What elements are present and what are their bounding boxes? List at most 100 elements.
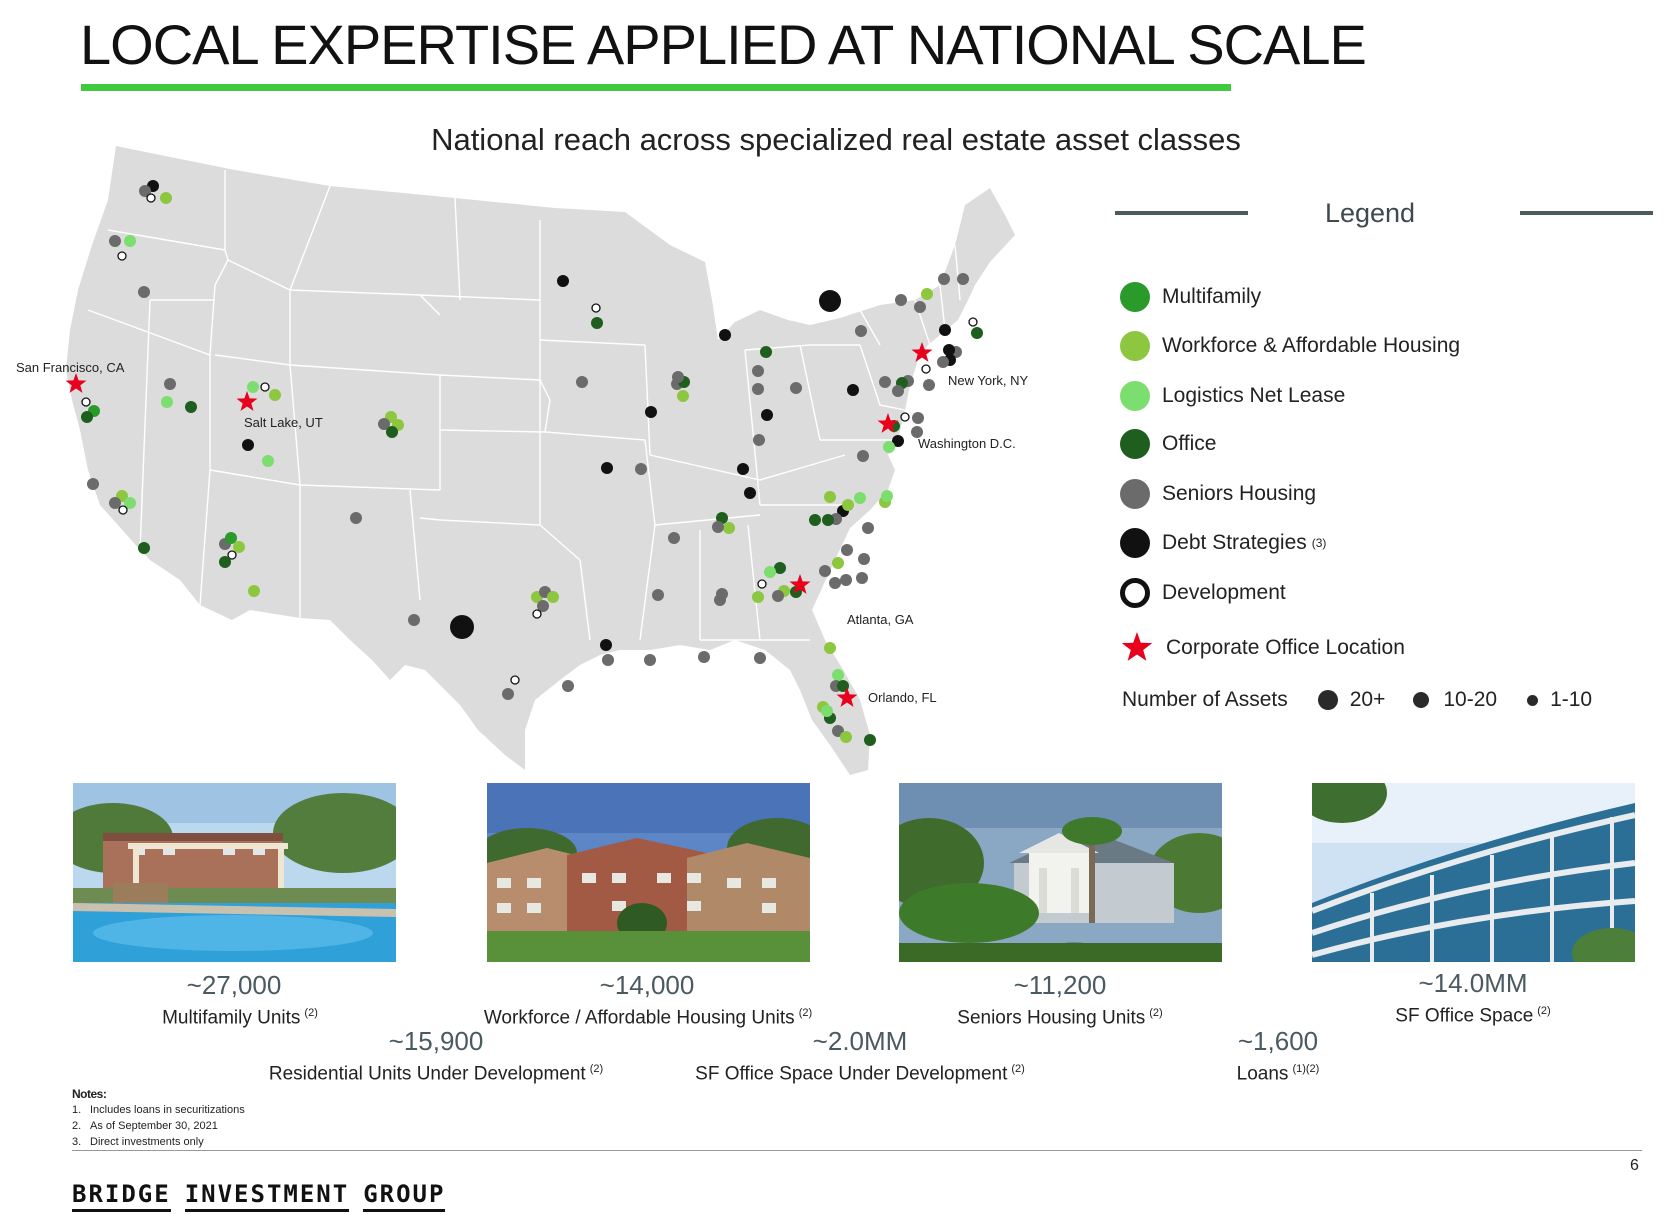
seniors-marker	[644, 654, 656, 666]
stat-workforce-label: Workforce / Affordable Housing Units (2)	[483, 1007, 813, 1029]
number-of-assets-label: Number of Assets	[1122, 688, 1288, 711]
seniors-marker	[562, 680, 574, 692]
note-1: 1. Includes loans in securitizations	[72, 1104, 245, 1116]
office-marker	[864, 734, 876, 746]
debt-marker	[450, 615, 474, 639]
ring-icon	[1120, 578, 1150, 608]
number-of-assets-legend: Number of Assets 20+ 10-20 1-10	[1122, 688, 1592, 712]
stat-multifamily-label: Multifamily Units (2)	[162, 1007, 318, 1029]
corporate-office-star-icon	[911, 342, 933, 362]
stat-seniors-label: Seniors Housing Units (2)	[957, 1007, 1163, 1029]
development-marker	[146, 193, 156, 203]
office-marker	[591, 317, 603, 329]
debt-marker	[847, 384, 859, 396]
development-marker	[118, 505, 128, 515]
seniors-marker	[840, 574, 852, 586]
legend-item: Logistics Net Lease	[1120, 380, 1345, 412]
seniors-marker	[87, 478, 99, 490]
seniors-marker	[819, 565, 831, 577]
seniors-clubhouse-photo	[899, 783, 1222, 962]
seniors-marker	[139, 185, 151, 197]
debt-marker	[939, 324, 951, 336]
city-label-ny: New York, NY	[948, 373, 1029, 388]
legend-rule-right	[1520, 211, 1653, 215]
office-marker	[386, 426, 398, 438]
medium-dot-icon	[1413, 692, 1430, 708]
circle-icon	[1120, 282, 1150, 312]
development-marker	[510, 675, 520, 685]
corporate-office-star-icon	[836, 687, 858, 707]
stat-loans-label: Loans (1)(2)	[1236, 1063, 1320, 1085]
development-marker	[532, 609, 542, 619]
workforce-marker	[921, 288, 933, 300]
office-marker	[81, 411, 93, 423]
city-label-sf: San Francisco, CA	[16, 360, 125, 375]
development-marker	[117, 251, 127, 261]
seniors-marker	[914, 301, 926, 313]
seniors-marker	[668, 532, 680, 544]
workforce-marker	[677, 390, 689, 402]
page-title: LOCAL EXPERTISE APPLIED AT NATIONAL SCAL…	[80, 13, 1367, 76]
legend-item: Seniors Housing	[1120, 478, 1316, 510]
seniors-marker	[652, 589, 664, 601]
seniors-marker	[537, 600, 549, 612]
office-marker	[837, 680, 849, 692]
seniors-marker	[712, 521, 724, 533]
workforce-marker	[547, 591, 559, 603]
logistics-marker	[883, 441, 895, 453]
stat-office-dev-label: SF Office Space Under Development (2)	[695, 1063, 1025, 1085]
company-logo: BRIDGE INVESTMENT GROUP	[72, 1180, 459, 1212]
logistics-marker	[262, 455, 274, 467]
legend-item: Corporate Office Location	[1120, 632, 1405, 664]
note-2: 2. As of September 30, 2021	[72, 1120, 218, 1132]
note-3: 3. Direct investments only	[72, 1136, 204, 1148]
seniors-marker	[698, 651, 710, 663]
debt-marker	[761, 409, 773, 421]
legend-item: Workforce & Affordable Housing	[1120, 330, 1460, 362]
seniors-marker	[752, 383, 764, 395]
debt-marker	[892, 435, 904, 447]
legend-item: Debt Strategies (3)	[1120, 527, 1326, 559]
us-assets-map: San Francisco, CA Salt Lake, UT New York, …	[16, 146, 1029, 775]
legend-rule-left	[1115, 211, 1248, 215]
legend-label: Multifamily	[1162, 285, 1262, 308]
logistics-marker	[854, 492, 866, 504]
office-marker	[774, 562, 786, 574]
seniors-marker	[856, 572, 868, 584]
legend-label: Debt Strategies	[1162, 531, 1307, 554]
legend-title: Legend	[1324, 198, 1416, 228]
workforce-marker	[832, 557, 844, 569]
size-label-medium: 10-20	[1443, 688, 1498, 711]
workforce-marker	[248, 585, 260, 597]
stat-workforce-value: ~14,000	[599, 970, 695, 1000]
logistics-marker	[881, 490, 893, 502]
star-icon	[1121, 632, 1153, 661]
office-marker	[219, 556, 231, 568]
seniors-marker	[892, 385, 904, 397]
stat-residential-dev-label: Residential Units Under Development (2)	[268, 1063, 604, 1085]
seniors-marker	[635, 463, 647, 475]
office-marker	[138, 542, 150, 554]
office-marker	[185, 401, 197, 413]
seniors-marker	[576, 376, 588, 388]
debt-marker	[557, 275, 569, 287]
circle-icon	[1120, 528, 1150, 558]
seniors-marker	[138, 286, 150, 298]
development-marker	[591, 303, 601, 313]
logistics-marker	[247, 381, 259, 393]
apartment-photo	[487, 783, 810, 962]
logo-word-3: GROUP	[363, 1180, 446, 1212]
seniors-marker	[858, 553, 870, 565]
logistics-marker	[832, 669, 844, 681]
debt-marker	[601, 462, 613, 474]
legend-item: Development	[1120, 577, 1286, 609]
seniors-marker	[790, 382, 802, 394]
development-marker	[260, 382, 270, 392]
corporate-office-star-icon	[789, 574, 811, 594]
seniors-marker	[879, 376, 891, 388]
logistics-marker	[124, 235, 136, 247]
legend-label: Development	[1162, 581, 1286, 604]
seniors-marker	[923, 379, 935, 391]
stat-office-value: ~14.0MM	[1418, 968, 1528, 998]
seniors-marker	[164, 378, 176, 390]
